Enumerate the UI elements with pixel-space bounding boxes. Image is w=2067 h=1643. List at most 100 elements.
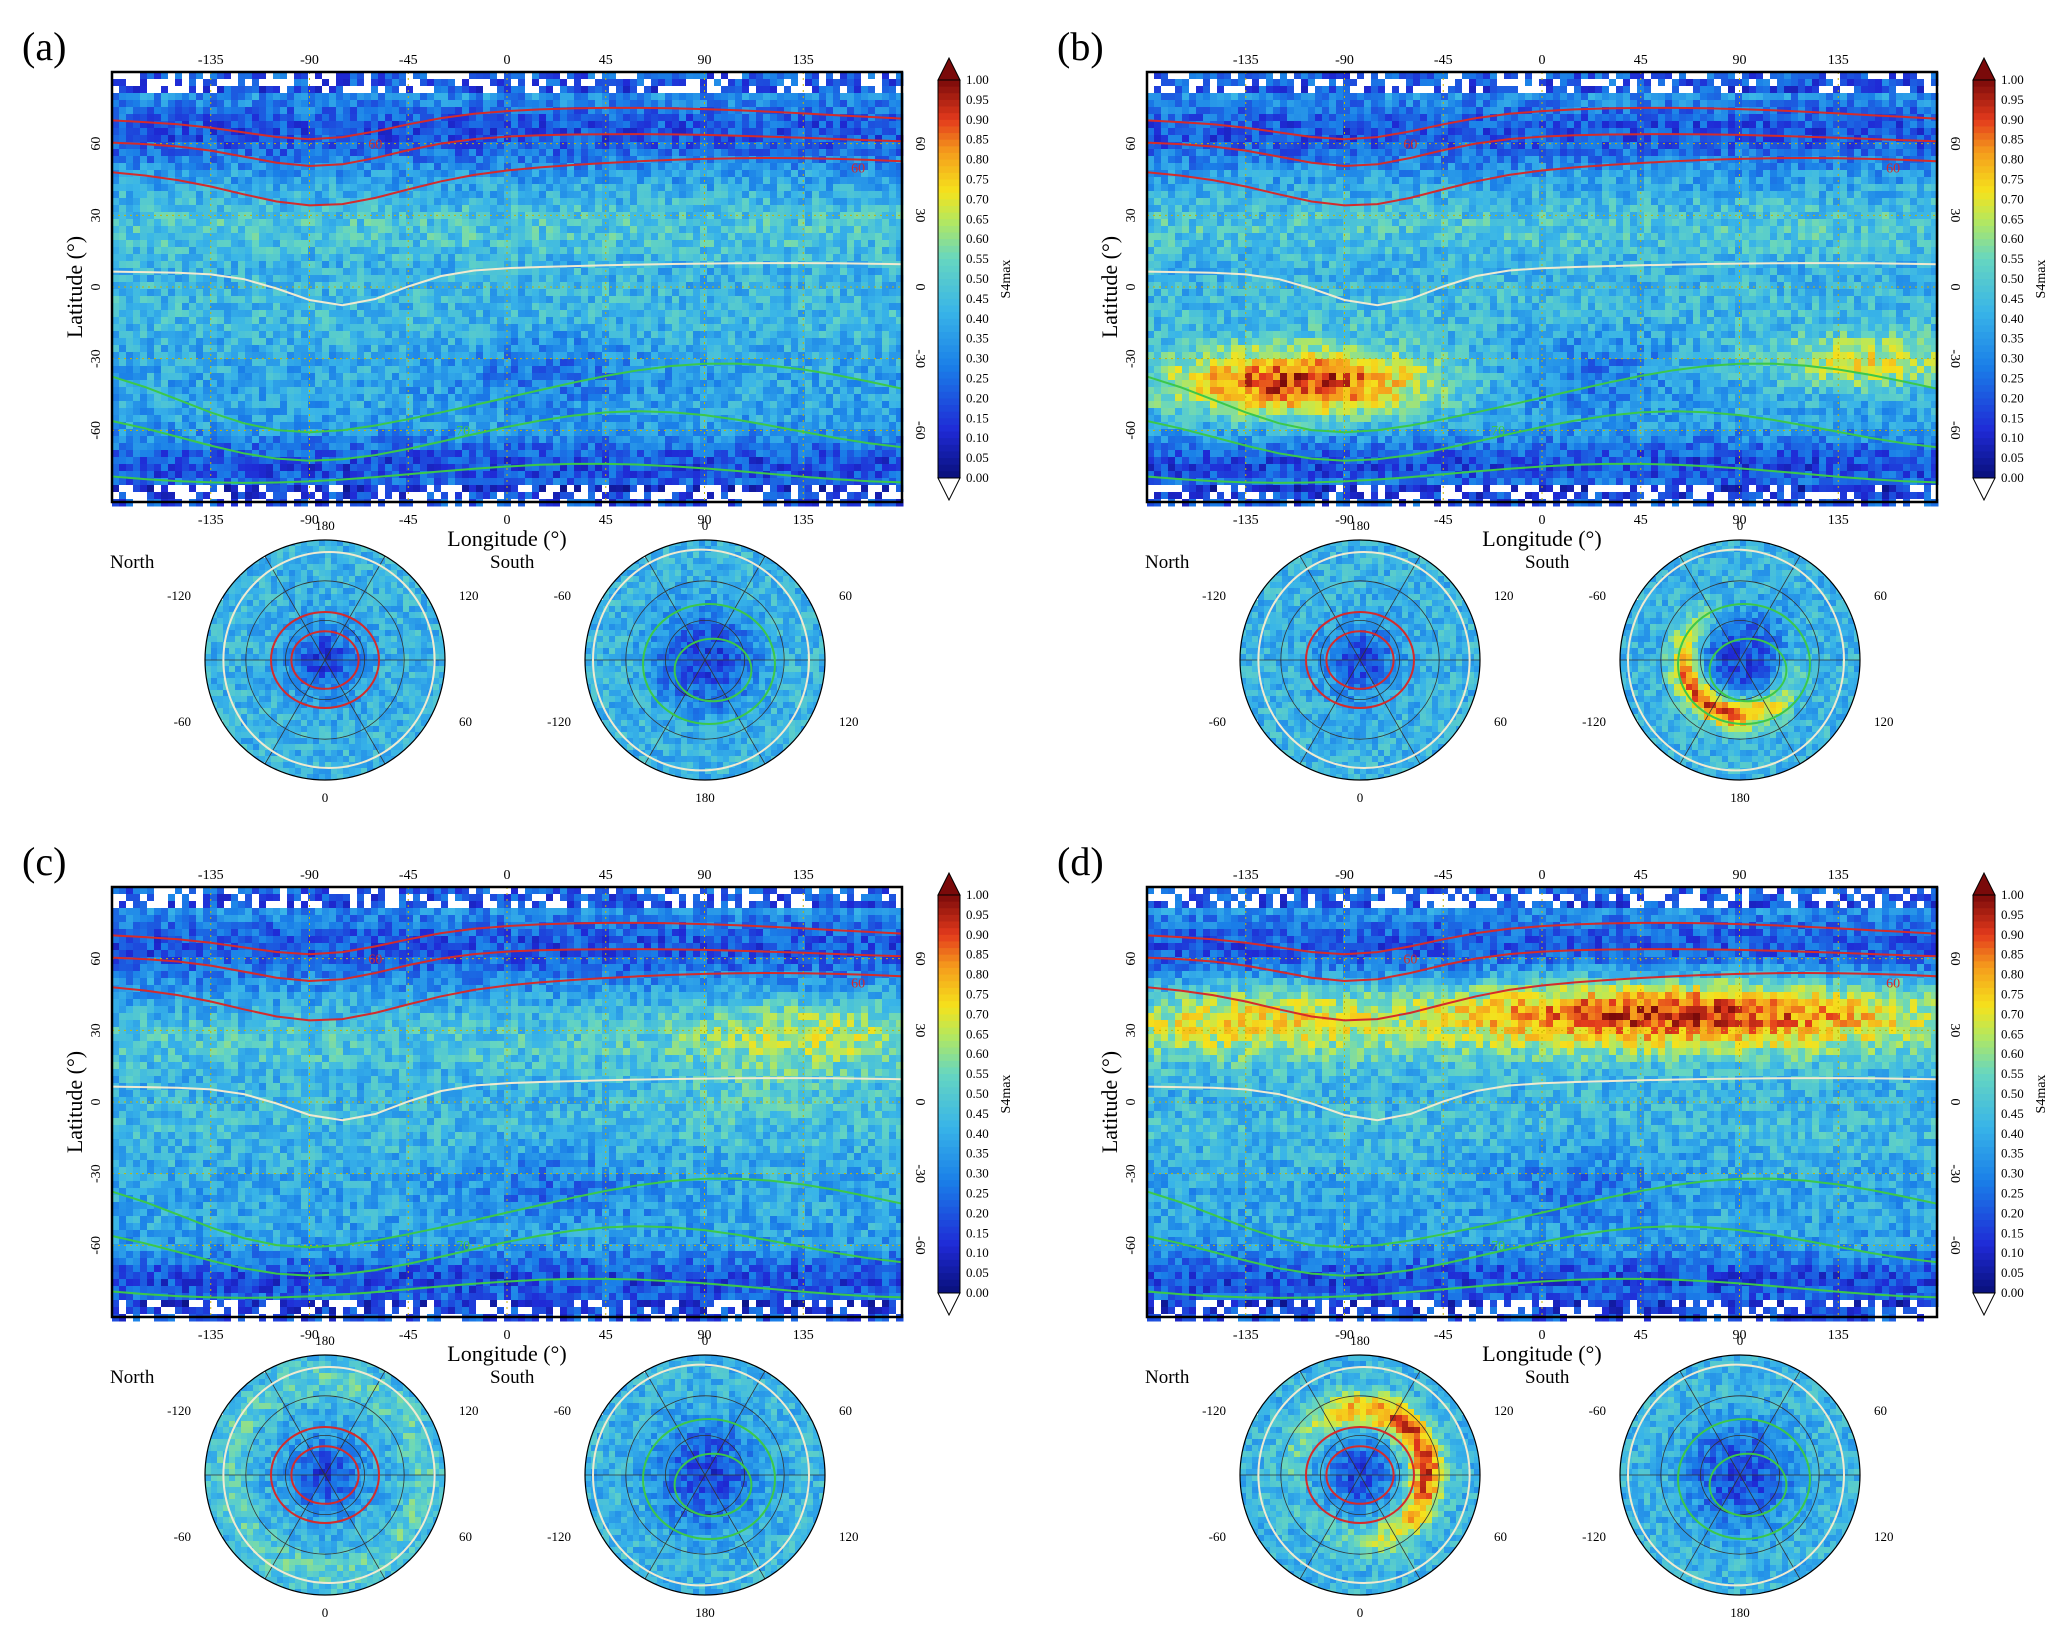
- heat-cell: [441, 79, 449, 87]
- heat-cell: [889, 317, 897, 325]
- heat-cell: [147, 338, 155, 346]
- heat-cell: [203, 191, 211, 199]
- heat-cell: [469, 345, 477, 353]
- heat-cell: [679, 121, 687, 129]
- heat-cell: [161, 261, 169, 269]
- heat-cell: [686, 177, 694, 185]
- heat-cell: [896, 79, 904, 87]
- heat-cell: [245, 86, 253, 94]
- heat-cell: [140, 100, 148, 108]
- heat-cell: [812, 226, 820, 234]
- heat-cell: [252, 289, 260, 297]
- heat-cell: [448, 373, 456, 381]
- heat-cell: [301, 86, 309, 94]
- heat-cell: [273, 86, 281, 94]
- heat-cell: [175, 268, 183, 276]
- heat-cell: [413, 135, 421, 143]
- heat-cell: [259, 296, 267, 304]
- heat-cell: [777, 261, 785, 269]
- heat-cell: [252, 254, 260, 262]
- heat-cell: [784, 352, 792, 360]
- heat-cell: [175, 331, 183, 339]
- heat-cell: [490, 184, 498, 192]
- heat-cell: [672, 93, 680, 101]
- heat-cell: [182, 247, 190, 255]
- heat-cell: [266, 303, 274, 311]
- heat-cell: [161, 170, 169, 178]
- heat-cell: [805, 324, 813, 332]
- heat-cell: [574, 212, 582, 220]
- heat-cell: [630, 324, 638, 332]
- heat-cell: [637, 156, 645, 164]
- heat-cell: [616, 107, 624, 115]
- heat-cell: [119, 72, 127, 80]
- heat-cell: [798, 226, 806, 234]
- heat-cell: [882, 184, 890, 192]
- heat-cell: [231, 79, 239, 87]
- heat-cell: [504, 191, 512, 199]
- heat-cell: [476, 240, 484, 248]
- heat-cell: [574, 107, 582, 115]
- heat-cell: [511, 226, 519, 234]
- heat-cell: [819, 366, 827, 374]
- heat-cell: [427, 233, 435, 241]
- heat-cell: [147, 380, 155, 388]
- heat-cell: [574, 247, 582, 255]
- heat-cell: [217, 324, 225, 332]
- heat-cell: [420, 345, 428, 353]
- heat-cell: [448, 310, 456, 318]
- heat-cell: [357, 156, 365, 164]
- heat-cell: [812, 240, 820, 248]
- heat-cell: [287, 142, 295, 150]
- heat-cell: [427, 310, 435, 318]
- heat-cell: [546, 268, 554, 276]
- heat-cell: [399, 373, 407, 381]
- heat-cell: [336, 317, 344, 325]
- heat-cell: [231, 100, 239, 108]
- heat-cell: [742, 240, 750, 248]
- heat-cell: [742, 163, 750, 171]
- heat-cell: [609, 324, 617, 332]
- heat-cell: [637, 100, 645, 108]
- heat-cell: [343, 373, 351, 381]
- heat-cell: [770, 219, 778, 227]
- heat-cell: [511, 86, 519, 94]
- heat-cell: [532, 282, 540, 290]
- heat-cell: [245, 121, 253, 129]
- heat-cell: [756, 345, 764, 353]
- heat-cell: [483, 142, 491, 150]
- heat-cell: [511, 219, 519, 227]
- heat-cell: [343, 261, 351, 269]
- heat-cell: [420, 219, 428, 227]
- heat-cell: [868, 79, 876, 87]
- heat-cell: [252, 331, 260, 339]
- heat-cell: [119, 310, 127, 318]
- heat-cell: [518, 268, 526, 276]
- heat-cell: [525, 135, 533, 143]
- heat-cell: [315, 198, 323, 206]
- heat-cell: [609, 275, 617, 283]
- heat-cell: [168, 93, 176, 101]
- heat-cell: [413, 275, 421, 283]
- heat-cell: [252, 282, 260, 290]
- heat-cell: [700, 219, 708, 227]
- heat-cell: [798, 254, 806, 262]
- heat-cell: [889, 107, 897, 115]
- heat-cell: [798, 170, 806, 178]
- heat-cell: [280, 128, 288, 136]
- heat-cell: [140, 142, 148, 150]
- heat-cell: [245, 100, 253, 108]
- heat-cell: [546, 205, 554, 213]
- heat-cell: [231, 296, 239, 304]
- heat-cell: [441, 275, 449, 283]
- heat-cell: [343, 205, 351, 213]
- heat-cell: [686, 114, 694, 122]
- heat-cell: [210, 296, 218, 304]
- heat-cell: [469, 233, 477, 241]
- heat-cell: [154, 100, 162, 108]
- heat-cell: [322, 366, 330, 374]
- heat-cell: [616, 359, 624, 367]
- heat-cell: [308, 205, 316, 213]
- heat-cell: [539, 352, 547, 360]
- heat-cell: [812, 128, 820, 136]
